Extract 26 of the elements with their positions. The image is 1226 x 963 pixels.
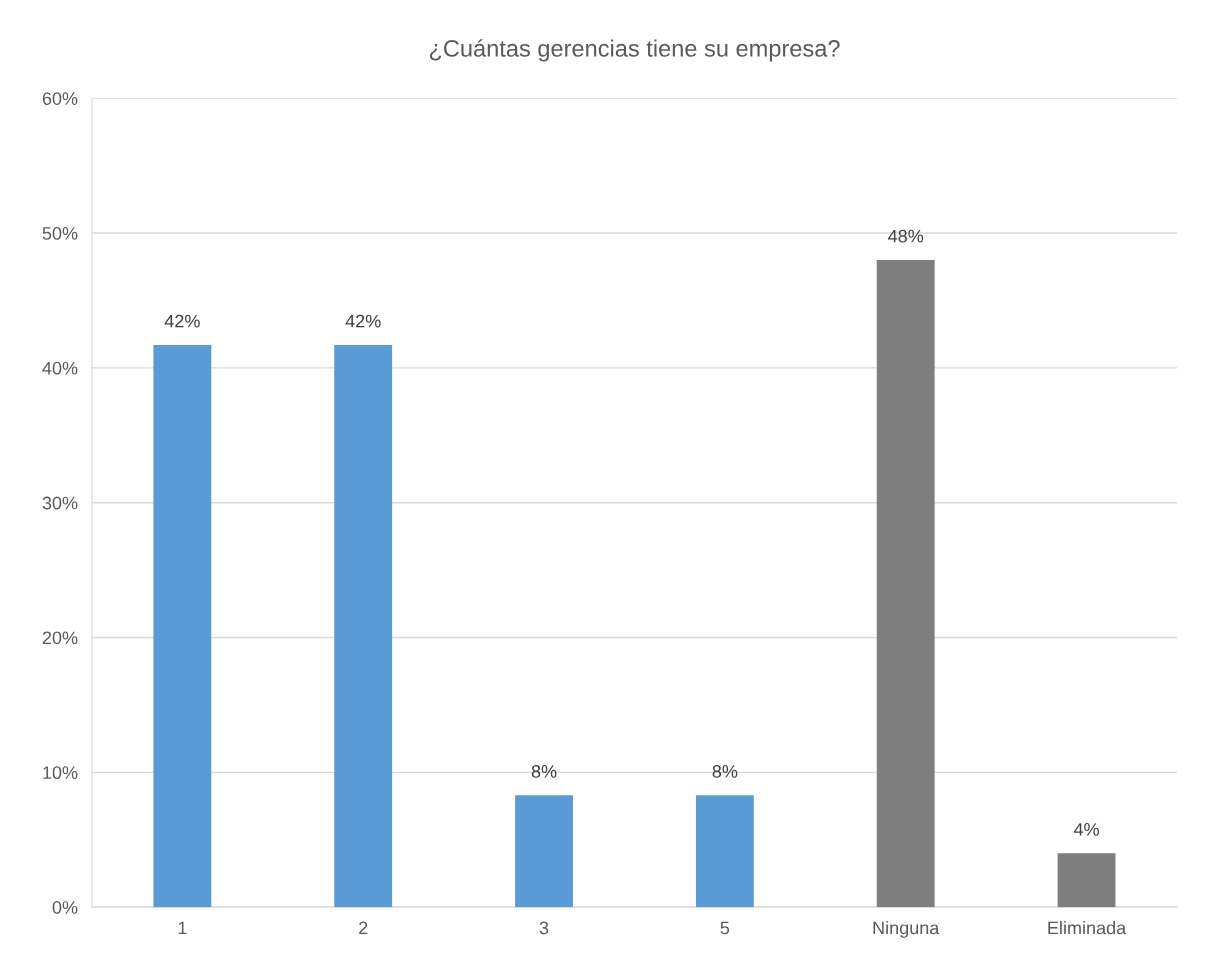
y-tick-label: 20%: [42, 631, 78, 645]
y-tick-label: 40%: [42, 361, 78, 375]
x-tick-label: Eliminada: [1048, 921, 1127, 935]
bar: [1057, 853, 1116, 908]
bar: [153, 344, 212, 908]
x-tick-label: Ninguna: [873, 921, 940, 938]
x-tick-label: 5: [720, 921, 730, 935]
x-tick-label: 1: [178, 921, 187, 935]
data-label: 8%: [531, 765, 557, 778]
y-tick-label: 30%: [42, 496, 78, 510]
data-label: 4%: [1073, 823, 1099, 836]
y-tick-label: 50%: [42, 226, 78, 240]
data-label: 8%: [712, 765, 738, 778]
x-tick-label: 2: [359, 921, 368, 935]
bar: [334, 344, 393, 908]
x-tick-label: 3: [539, 921, 549, 935]
data-label: 48%: [888, 229, 924, 243]
y-tick-label: 60%: [42, 92, 78, 105]
chart-title: ¿Cuántas gerencias tiene su empresa?: [429, 39, 840, 62]
y-tick-label: 0%: [52, 901, 78, 914]
data-label: 42%: [345, 314, 381, 328]
bar: [876, 260, 935, 908]
y-tick-label: 10%: [43, 766, 78, 780]
data-label: 42%: [164, 314, 200, 328]
bar: [515, 795, 573, 908]
bar: [695, 795, 754, 908]
